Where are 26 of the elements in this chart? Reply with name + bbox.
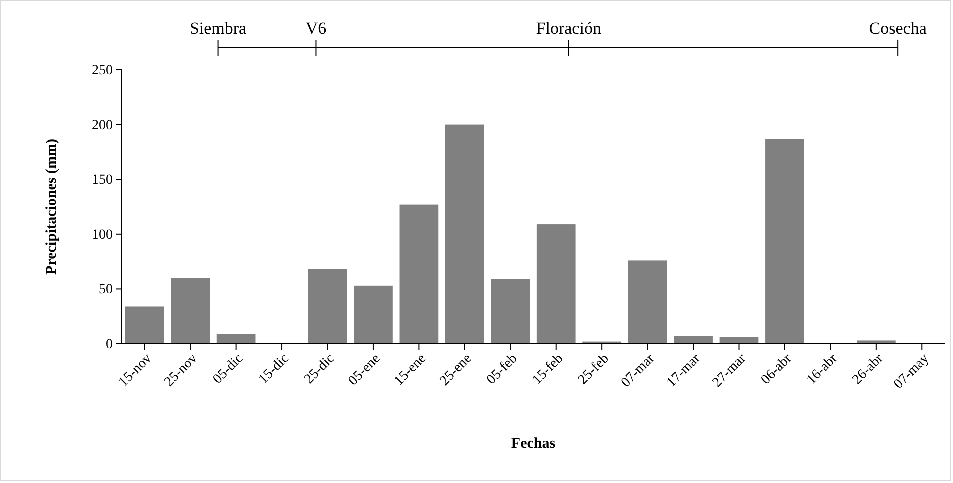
- bar: [674, 336, 713, 344]
- bar: [308, 269, 348, 344]
- bar: [856, 340, 896, 344]
- bar: [171, 278, 210, 344]
- bar: [216, 334, 256, 344]
- text: Cosecha: [869, 19, 928, 38]
- bar: [720, 337, 759, 344]
- x-axis-title: Fechas: [511, 436, 556, 452]
- y-tick-label: 250: [92, 63, 113, 78]
- y-tick-label: 50: [99, 282, 113, 298]
- text: Siembra: [190, 19, 248, 38]
- bar: [125, 306, 164, 344]
- bar: [628, 260, 668, 344]
- bar: [536, 224, 576, 344]
- bar: [491, 279, 530, 344]
- bar: [445, 124, 484, 344]
- bar: [766, 139, 804, 344]
- y-tick-label: 100: [92, 228, 113, 243]
- y-tick-label: 200: [92, 118, 113, 134]
- bar: [354, 286, 393, 344]
- y-axis-title: Precipitaciones (mm): [44, 139, 60, 275]
- bar: [400, 204, 439, 344]
- y-tick-label: 0: [106, 337, 113, 352]
- text: V6: [306, 19, 327, 38]
- y-tick-label: 150: [92, 173, 113, 188]
- text: Floración: [536, 19, 602, 38]
